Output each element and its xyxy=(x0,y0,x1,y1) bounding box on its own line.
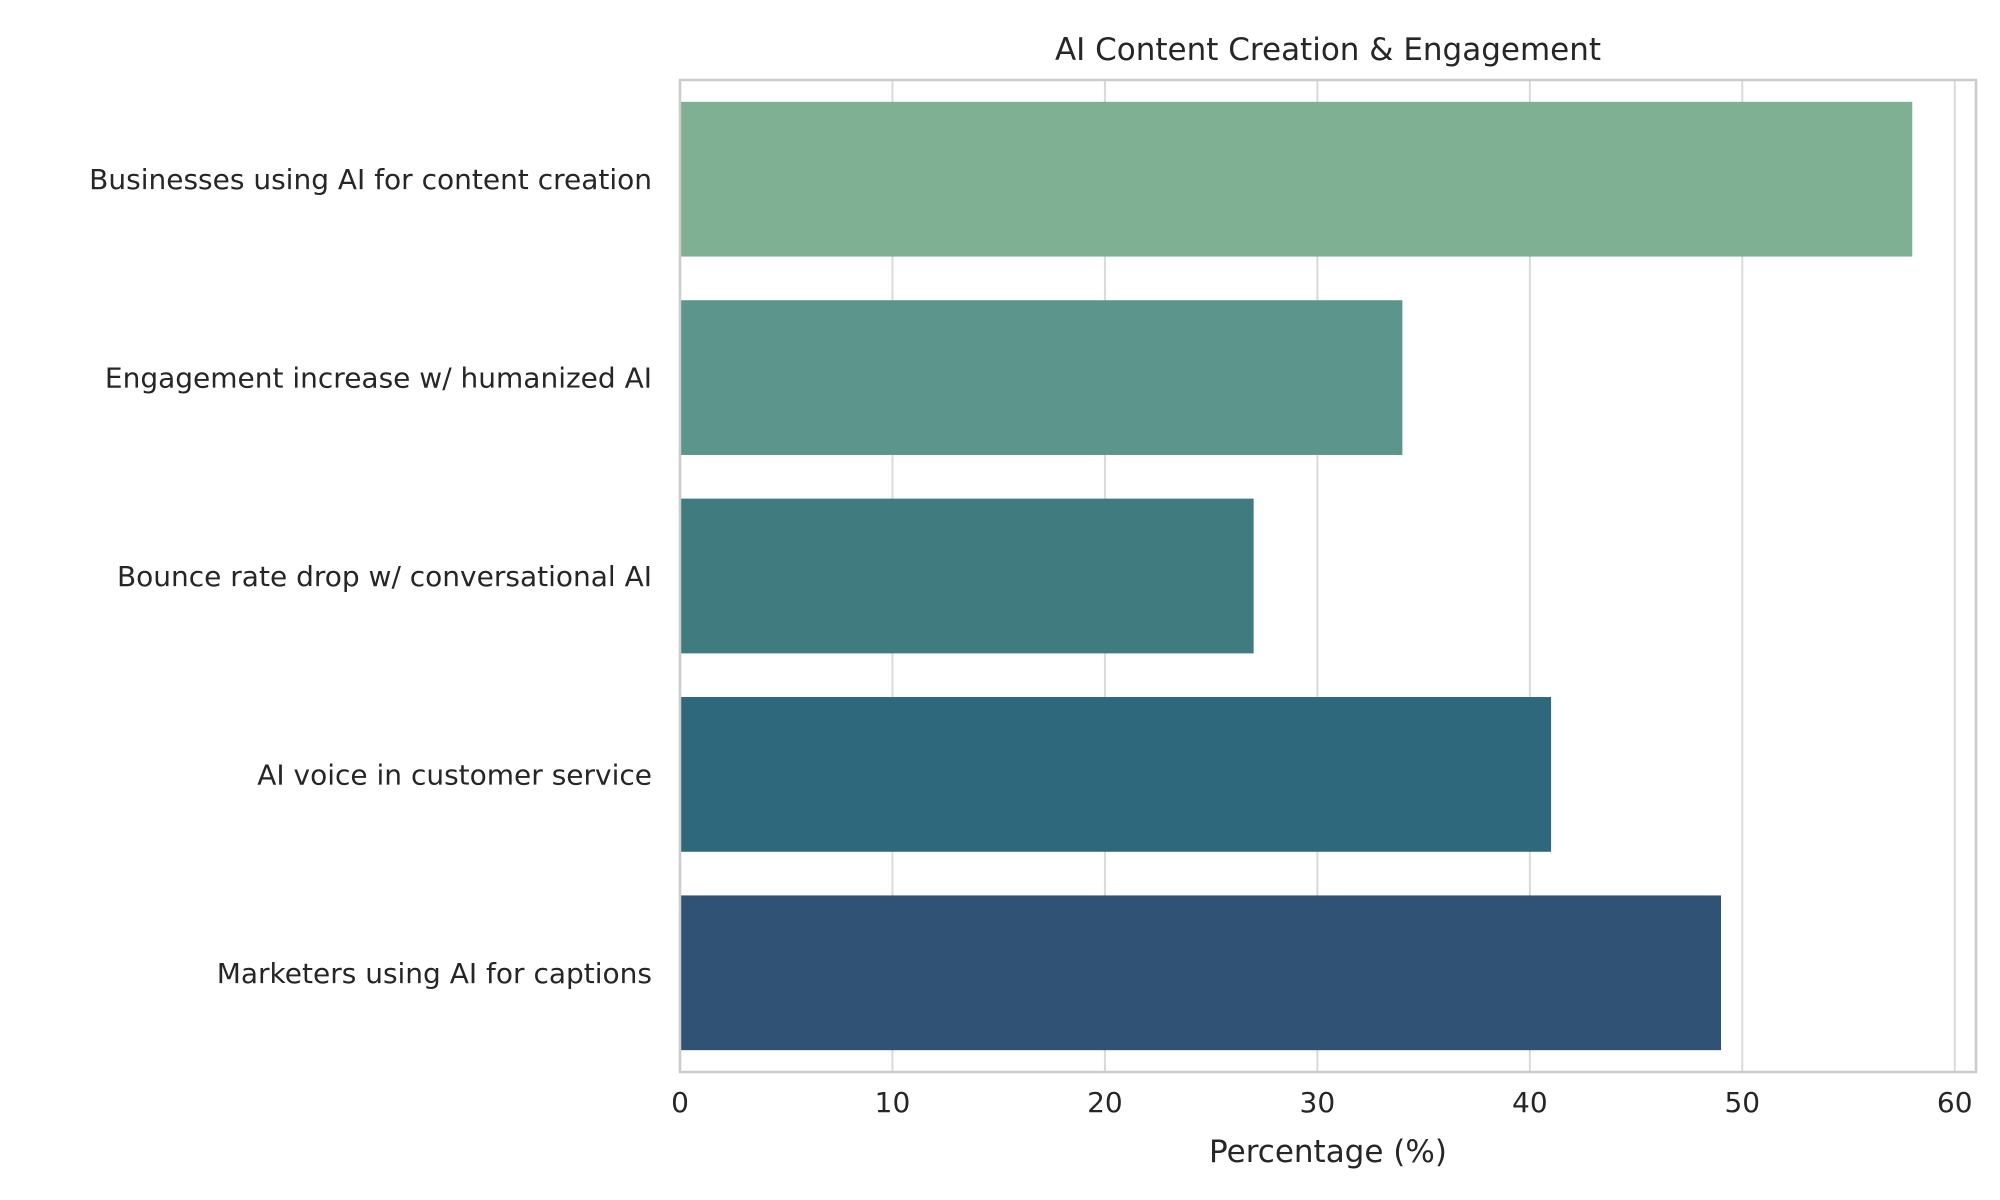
bar xyxy=(680,300,1403,455)
bar xyxy=(680,895,1722,1051)
bar xyxy=(680,498,1254,654)
x-tick-label: 60 xyxy=(1937,1086,1973,1119)
category-labels: Businesses using AI for content creation… xyxy=(89,163,652,990)
x-tick-label: 20 xyxy=(1087,1086,1123,1119)
x-axis-title: Percentage (%) xyxy=(1209,1134,1447,1170)
category-label: Bounce rate drop w/ conversational AI xyxy=(117,560,652,593)
x-tick-label: 40 xyxy=(1512,1086,1548,1119)
x-tick-labels: 0 10 20 30 40 50 60 xyxy=(671,1086,1972,1119)
x-tick-label: 50 xyxy=(1724,1086,1760,1119)
category-label: Businesses using AI for content creation xyxy=(89,163,652,196)
chart-title: AI Content Creation & Engagement xyxy=(1055,32,1601,68)
bar xyxy=(680,101,1913,257)
plot-frame xyxy=(678,78,1978,1074)
category-label: Engagement increase w/ humanized AI xyxy=(105,362,652,395)
x-tick-label: 0 xyxy=(671,1086,689,1119)
bars xyxy=(680,101,1913,1051)
bar xyxy=(680,697,1552,852)
category-label: Marketers using AI for captions xyxy=(217,957,652,990)
x-tick-label: 10 xyxy=(875,1086,911,1119)
category-label: AI voice in customer service xyxy=(257,758,652,791)
x-tick-label: 30 xyxy=(1300,1086,1336,1119)
